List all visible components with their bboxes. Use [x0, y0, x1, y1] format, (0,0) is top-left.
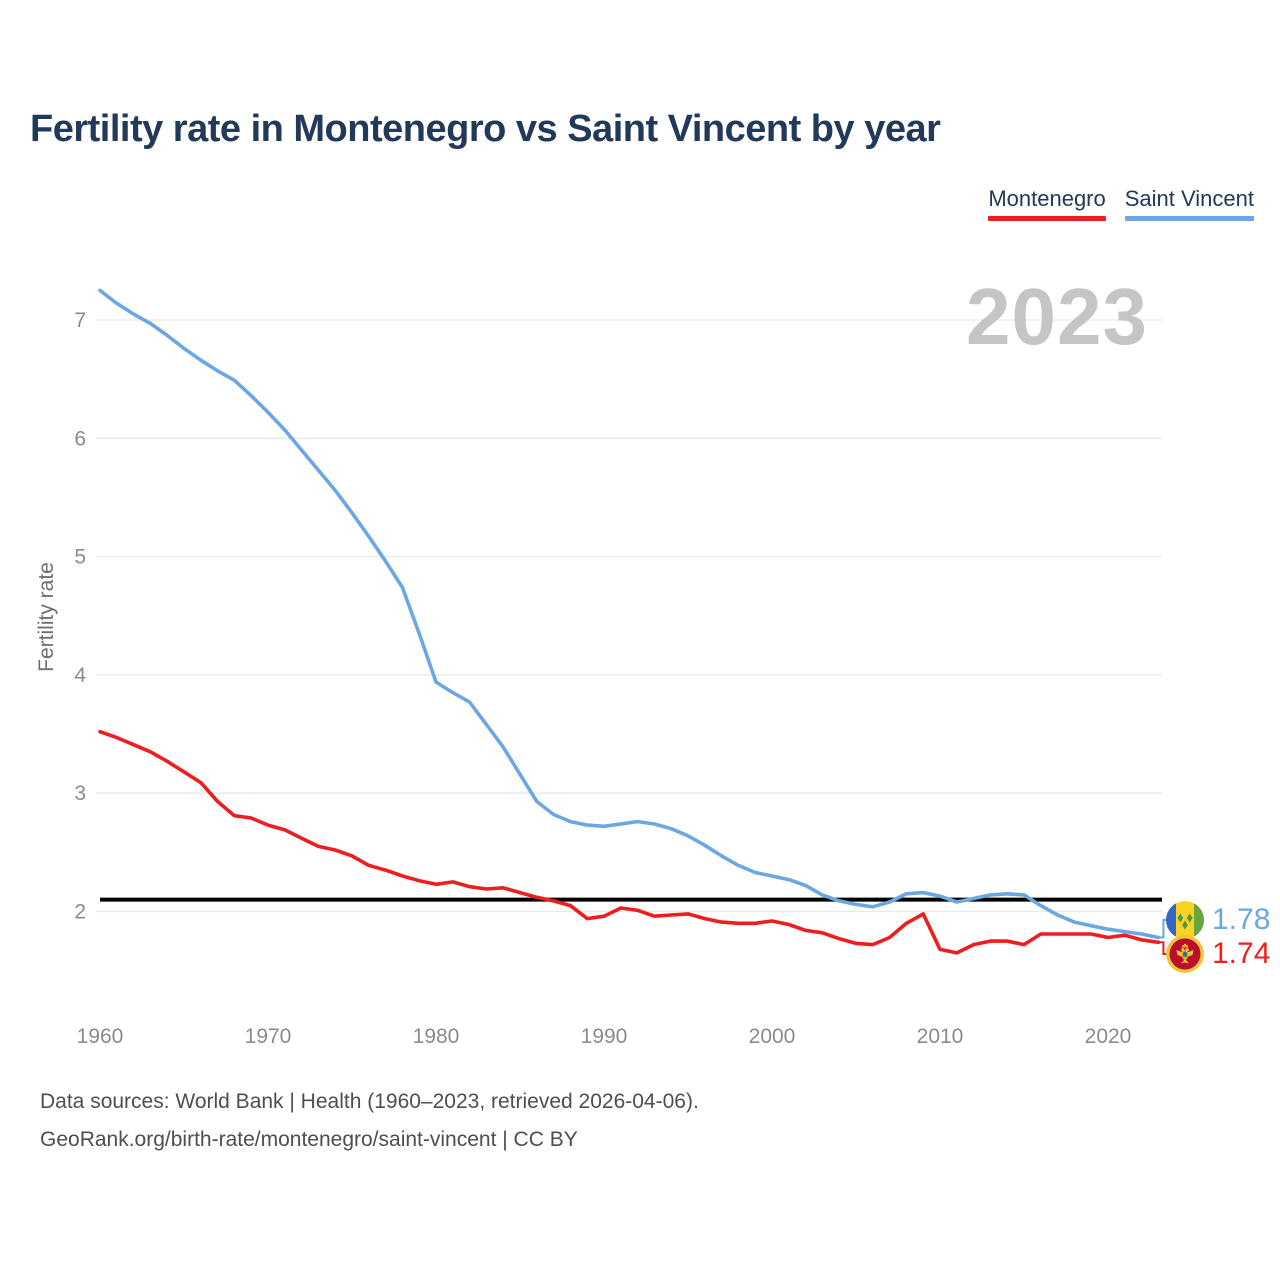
y-tick-7: 7: [74, 309, 86, 332]
series-line-saint-vincent[interactable]: [98, 288, 1161, 940]
end-value-saint-vincent: 1.78: [1212, 903, 1271, 936]
end-label-montenegro: 1.74: [1166, 935, 1270, 973]
y-tick-3: 3: [74, 782, 86, 805]
legend-item-montenegro[interactable]: Montenegro: [988, 186, 1106, 221]
end-connector-saint-vincent: [1158, 919, 1169, 939]
x-tick-1970: 1970: [245, 1025, 292, 1048]
y-tick-5: 5: [74, 546, 86, 569]
source-line-2: GeoRank.org/birth-rate/montenegro/saint-…: [40, 1128, 578, 1151]
x-tick-2020: 2020: [1085, 1025, 1132, 1048]
legend-underline-montenegro: [988, 216, 1106, 221]
series-line-montenegro[interactable]: [98, 729, 1161, 955]
x-tick-2000: 2000: [749, 1025, 796, 1048]
legend-label-montenegro: Montenegro: [988, 186, 1106, 211]
y-tick-4: 4: [74, 664, 86, 687]
end-connector-montenegro: [1158, 941, 1169, 955]
end-value-montenegro: 1.74: [1212, 937, 1271, 970]
legend-label-saint-vincent: Saint Vincent: [1124, 186, 1254, 211]
legend-underline-saint-vincent: [1124, 216, 1254, 221]
page-title: Fertility rate in Montenegro vs Saint Vi…: [30, 108, 941, 150]
montenegro-flag-icon: [1166, 935, 1204, 973]
y-axis-title: Fertility rate: [35, 562, 58, 672]
legend: Montenegro Saint Vincent: [988, 186, 1254, 221]
legend-item-saint-vincent[interactable]: Saint Vincent: [1124, 186, 1254, 221]
end-label-saint-vincent: 1.78: [1166, 901, 1270, 939]
y-tick-6: 6: [74, 427, 86, 450]
source-attribution: Data sources: World Bank | Health (1960–…: [40, 1083, 699, 1159]
x-tick-1990: 1990: [581, 1025, 628, 1048]
source-line-1: Data sources: World Bank | Health (1960–…: [40, 1090, 699, 1113]
saint-vincent-flag-icon: [1166, 901, 1204, 939]
x-tick-1980: 1980: [413, 1025, 460, 1048]
x-tick-1960: 1960: [77, 1025, 124, 1048]
x-tick-2010: 2010: [917, 1025, 964, 1048]
year-watermark: 2023: [966, 272, 1148, 361]
y-tick-2: 2: [74, 901, 86, 924]
